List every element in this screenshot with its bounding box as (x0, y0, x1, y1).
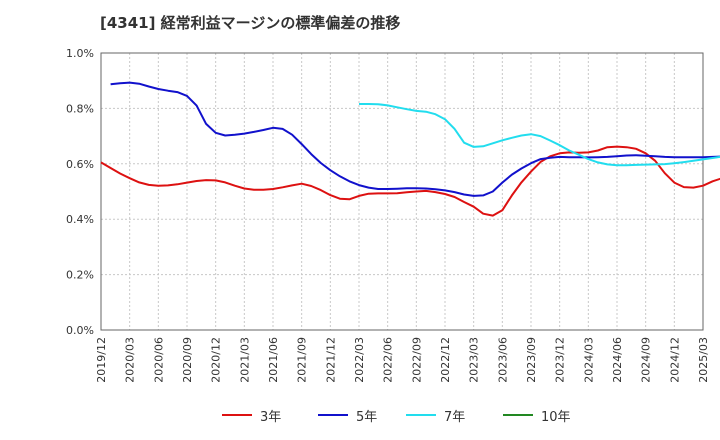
y-tick-label: 0.4% (66, 213, 94, 226)
legend-swatch (222, 414, 252, 416)
plot-area-frame (100, 52, 704, 331)
x-tick-label: 2024/09 (640, 337, 653, 383)
y-tick-label: 0.6% (66, 158, 94, 171)
x-tick-label: 2020/06 (152, 337, 165, 383)
legend-swatch (406, 414, 436, 416)
series-line (359, 103, 720, 167)
x-tick-label: 2021/03 (238, 337, 251, 383)
x-tick-label: 2022/06 (382, 337, 395, 383)
legend-item: 10年 (503, 400, 571, 430)
x-tick-label: 2021/06 (267, 337, 280, 383)
x-tick-label: 2021/09 (296, 337, 309, 383)
x-tick-label: 2025/03 (697, 337, 710, 383)
x-tick-label: 2022/12 (439, 337, 452, 383)
series-line (110, 81, 720, 197)
x-tick-label: 2023/03 (468, 337, 481, 383)
legend-label: 5年 (356, 409, 378, 425)
x-tick-label: 2023/06 (496, 337, 509, 383)
legend-swatch (503, 414, 533, 416)
x-tick-label: 2020/12 (210, 337, 223, 383)
x-tick-label: 2023/09 (525, 337, 538, 383)
y-tick-label: 0.2% (66, 269, 94, 282)
chart-legend: 3年 5年 7年 10年 (0, 400, 720, 430)
y-tick-label: 0.8% (66, 102, 94, 115)
x-tick-label: 2024/06 (611, 337, 624, 383)
x-tick-label: 2019/12 (95, 337, 108, 383)
legend-label: 7年 (444, 409, 466, 425)
x-tick-label: 2024/12 (668, 337, 681, 383)
legend-item: 3年 (222, 400, 281, 430)
legend-label: 3年 (260, 409, 282, 425)
legend-item: 7年 (406, 400, 465, 430)
x-tick-label: 2020/09 (181, 337, 194, 383)
x-tick-label: 2022/03 (353, 337, 366, 383)
x-tick-label: 2022/09 (410, 337, 423, 383)
legend-item: 5年 (318, 400, 377, 430)
legend-label: 10年 (541, 409, 571, 425)
x-tick-label: 2020/03 (124, 337, 137, 383)
x-tick-label: 2021/12 (324, 337, 337, 383)
x-tick-label: 2024/03 (582, 337, 595, 383)
y-tick-label: 0.0% (66, 324, 94, 337)
legend-swatch (318, 414, 348, 416)
x-tick-label: 2023/12 (554, 337, 567, 383)
chart-title: [4341] 経常利益マージンの標準偏差の推移 (100, 14, 401, 32)
y-tick-label: 1.0% (66, 47, 94, 60)
series-line (100, 145, 720, 217)
